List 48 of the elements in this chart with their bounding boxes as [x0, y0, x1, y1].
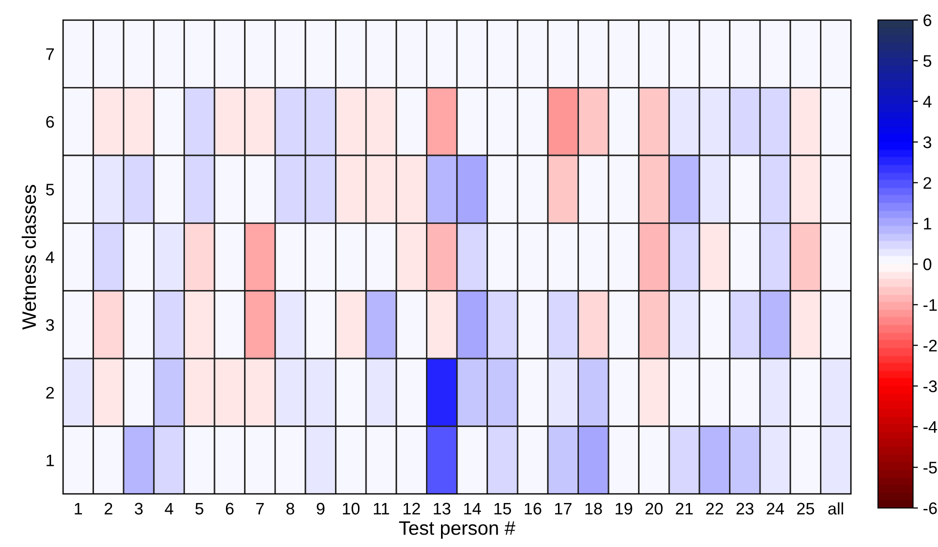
x-tick-label: 22 — [706, 502, 724, 514]
color-bar-label: -3 — [923, 380, 937, 392]
x-tick-label: 21 — [676, 502, 693, 514]
x-tick-label: 19 — [616, 502, 632, 515]
y-tick-label: 6 — [46, 116, 54, 128]
color-bar-label: 2 — [924, 177, 932, 189]
x-tick-label: 20 — [646, 502, 663, 515]
color-bar-label: -6 — [923, 502, 937, 514]
x-tick-label: 23 — [736, 502, 754, 515]
x-tick-label: 14 — [464, 502, 481, 514]
x-tick-label: 1 — [74, 502, 82, 514]
x-tick-label: 10 — [342, 502, 360, 515]
color-bar-label: 6 — [924, 14, 932, 26]
y-tick-label: 5 — [46, 184, 54, 196]
x-tick-label: 7 — [256, 502, 264, 514]
color-bar-label: 4 — [923, 96, 932, 108]
x-tick-label: 12 — [404, 502, 420, 514]
y-axis-title: Wetness classes — [22, 184, 36, 330]
x-tick-label: 3 — [134, 502, 143, 515]
color-bar-label: 3 — [923, 136, 932, 148]
y-tick-label: 2 — [46, 386, 54, 398]
x-tick-label: all — [828, 502, 844, 515]
color-bar-label: -2 — [923, 340, 937, 352]
x-tick-label: 25 — [797, 502, 814, 515]
color-bar-label: -1 — [923, 299, 937, 311]
x-tick-label: 9 — [316, 502, 324, 515]
x-tick-label: 6 — [226, 502, 234, 515]
x-tick-label: 8 — [286, 502, 294, 515]
x-tick-label: 16 — [524, 502, 542, 515]
x-tick-label: 13 — [434, 502, 450, 515]
color-bar-label: 5 — [923, 55, 932, 67]
x-tick-label: 2 — [104, 502, 112, 514]
x-tick-label: 11 — [374, 502, 390, 514]
x-tick-label: 24 — [766, 502, 784, 514]
x-tick-label: 17 — [555, 502, 572, 514]
x-tick-label: 4 — [164, 502, 174, 514]
x-tick-label: 5 — [195, 502, 204, 515]
color-bar-label: -4 — [923, 421, 938, 433]
color-bar-label: 1 — [924, 218, 932, 230]
x-axis-title: Test person # — [399, 521, 516, 539]
y-tick-label: 1 — [46, 454, 54, 466]
y-tick-label: 3 — [46, 319, 54, 331]
y-tick-label: 7 — [46, 48, 54, 60]
x-tick-label: 18 — [585, 502, 602, 515]
color-bar-label: -5 — [923, 462, 937, 474]
x-tick-label: 15 — [494, 502, 512, 515]
color-bar-label: 0 — [923, 258, 932, 270]
y-tick-label: 4 — [46, 252, 54, 264]
